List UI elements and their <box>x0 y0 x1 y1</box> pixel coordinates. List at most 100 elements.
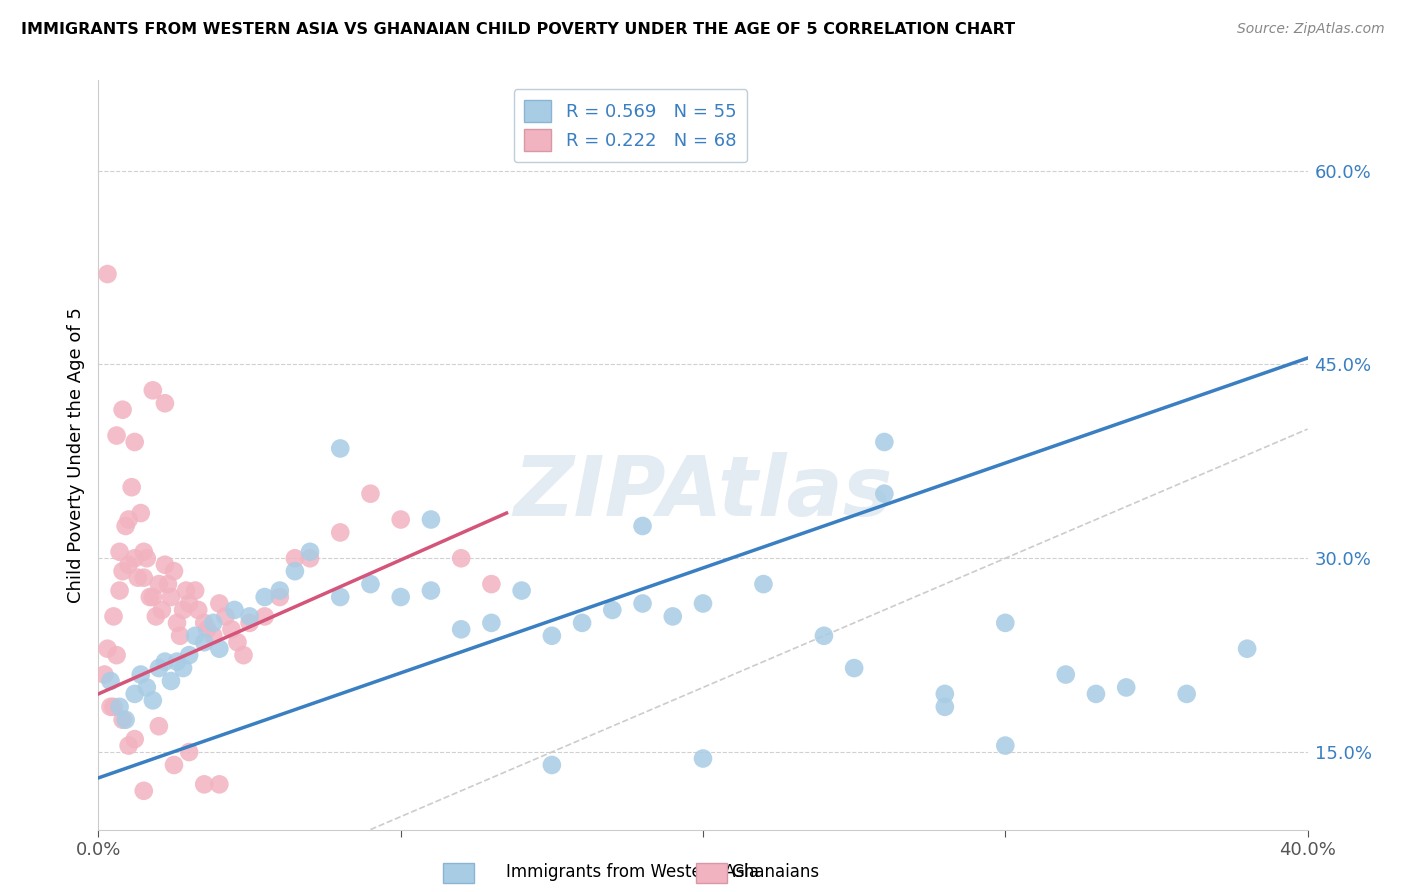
Point <box>510 583 533 598</box>
Point <box>103 699 125 714</box>
Point <box>108 545 131 559</box>
Point <box>193 615 215 630</box>
Point <box>153 558 176 572</box>
Point <box>299 545 322 559</box>
Point <box>1236 641 1258 656</box>
Point <box>195 623 218 637</box>
Point <box>193 777 215 791</box>
Point <box>135 681 157 695</box>
Text: Immigrants from Western Asia: Immigrants from Western Asia <box>506 863 759 881</box>
Point <box>163 758 186 772</box>
Point <box>179 597 201 611</box>
Point <box>145 609 167 624</box>
Point <box>132 784 155 798</box>
Point <box>202 615 225 630</box>
Point <box>118 558 141 572</box>
Point <box>166 615 188 630</box>
Point <box>1175 687 1198 701</box>
Point <box>844 661 866 675</box>
Point <box>172 661 194 675</box>
Point <box>132 571 155 585</box>
Point <box>148 661 170 675</box>
Point <box>114 713 136 727</box>
Point <box>540 758 562 772</box>
Point <box>148 577 170 591</box>
Text: Source: ZipAtlas.com: Source: ZipAtlas.com <box>1237 22 1385 37</box>
Point <box>1054 667 1077 681</box>
Point <box>132 545 155 559</box>
Point <box>631 597 654 611</box>
Point <box>96 267 118 281</box>
Point <box>1115 681 1137 695</box>
Point <box>100 699 122 714</box>
Point <box>193 635 215 649</box>
Point <box>142 590 165 604</box>
Text: Ghanaians: Ghanaians <box>731 863 820 881</box>
Point <box>752 577 775 591</box>
Point <box>934 687 956 701</box>
Point <box>111 713 134 727</box>
Point <box>187 603 209 617</box>
Point <box>179 648 201 662</box>
Point <box>329 590 352 604</box>
Point <box>329 442 352 456</box>
Point <box>661 609 683 624</box>
Point <box>142 384 165 398</box>
Point <box>124 551 146 566</box>
Point <box>571 615 593 630</box>
Point <box>103 609 125 624</box>
Point <box>208 597 231 611</box>
Point <box>108 699 131 714</box>
Point <box>208 777 231 791</box>
Point <box>172 603 194 617</box>
Point <box>127 571 149 585</box>
Point <box>214 609 236 624</box>
Point <box>284 551 307 566</box>
Point <box>224 603 246 617</box>
Point <box>202 629 225 643</box>
Point <box>169 629 191 643</box>
Point <box>129 667 152 681</box>
Point <box>166 655 188 669</box>
Point <box>269 583 291 598</box>
Point <box>150 603 173 617</box>
Point <box>160 673 183 688</box>
Point <box>299 551 322 566</box>
Point <box>692 751 714 765</box>
Point <box>631 519 654 533</box>
Point <box>153 655 176 669</box>
Point <box>121 480 143 494</box>
Point <box>139 590 162 604</box>
Point <box>114 519 136 533</box>
Point <box>873 486 896 500</box>
Point <box>873 435 896 450</box>
Point <box>994 615 1017 630</box>
Point <box>253 590 276 604</box>
Point <box>450 623 472 637</box>
Point <box>135 551 157 566</box>
Point <box>420 512 443 526</box>
Point <box>389 590 412 604</box>
Point <box>174 583 197 598</box>
Point <box>602 603 624 617</box>
Point <box>360 486 382 500</box>
Point <box>100 673 122 688</box>
Point <box>284 564 307 578</box>
Point <box>160 590 183 604</box>
Point <box>329 525 352 540</box>
Point <box>994 739 1017 753</box>
Point <box>179 745 201 759</box>
Point <box>118 739 141 753</box>
Point <box>208 641 231 656</box>
Point <box>153 396 176 410</box>
Point <box>239 609 262 624</box>
Point <box>184 583 207 598</box>
Point <box>148 719 170 733</box>
Point <box>124 732 146 747</box>
Point <box>111 564 134 578</box>
Point <box>934 699 956 714</box>
Point <box>1085 687 1108 701</box>
Point <box>253 609 276 624</box>
Point <box>105 648 128 662</box>
Point <box>540 629 562 643</box>
